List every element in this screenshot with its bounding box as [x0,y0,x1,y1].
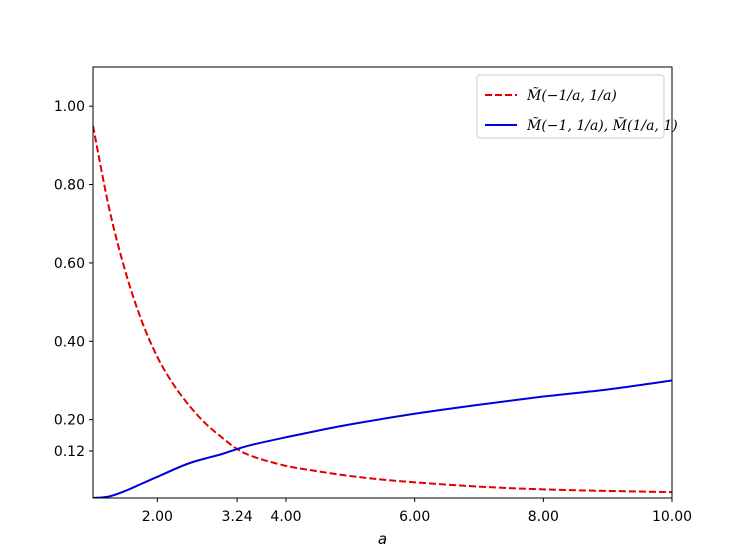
y-tick-label: 0.80 [54,178,85,194]
x-tick-label: 6.00 [399,509,430,525]
plot-frame [92,66,673,499]
y-axis: 0.12 0.20 0.40 0.60 0.80 1.00 [54,99,93,460]
y-tick-label: 0.60 [54,256,85,272]
x-axis: 2.00 3.24 4.00 6.00 8.00 10.00 [142,498,692,525]
legend-box [476,74,665,139]
y-tick-label: 1.00 [54,99,85,115]
y-tick-label: 0.20 [54,413,85,429]
y-tick-label: 0.12 [54,444,85,460]
series-line-2 [93,379,672,498]
x-tick-label: 2.00 [142,509,173,525]
x-tick-label: 8.00 [528,509,559,525]
series-line-1 [93,125,672,494]
plot-area [93,125,672,498]
x-axis-label: a [378,530,387,548]
x-tick-label: 10.00 [652,509,692,525]
y-tick-label: 0.40 [54,334,85,350]
legend-label-1: M̃(−1/a, 1/a) [526,86,617,104]
x-tick-label: 4.00 [270,509,301,525]
x-tick-label: 3.24 [222,509,253,525]
legend: M̃(−1/a, 1/a) M̃(−1, 1/a), M̃(1/a, 1) [476,74,678,139]
legend-label-2: M̃(−1, 1/a), M̃(1/a, 1) [526,116,678,134]
